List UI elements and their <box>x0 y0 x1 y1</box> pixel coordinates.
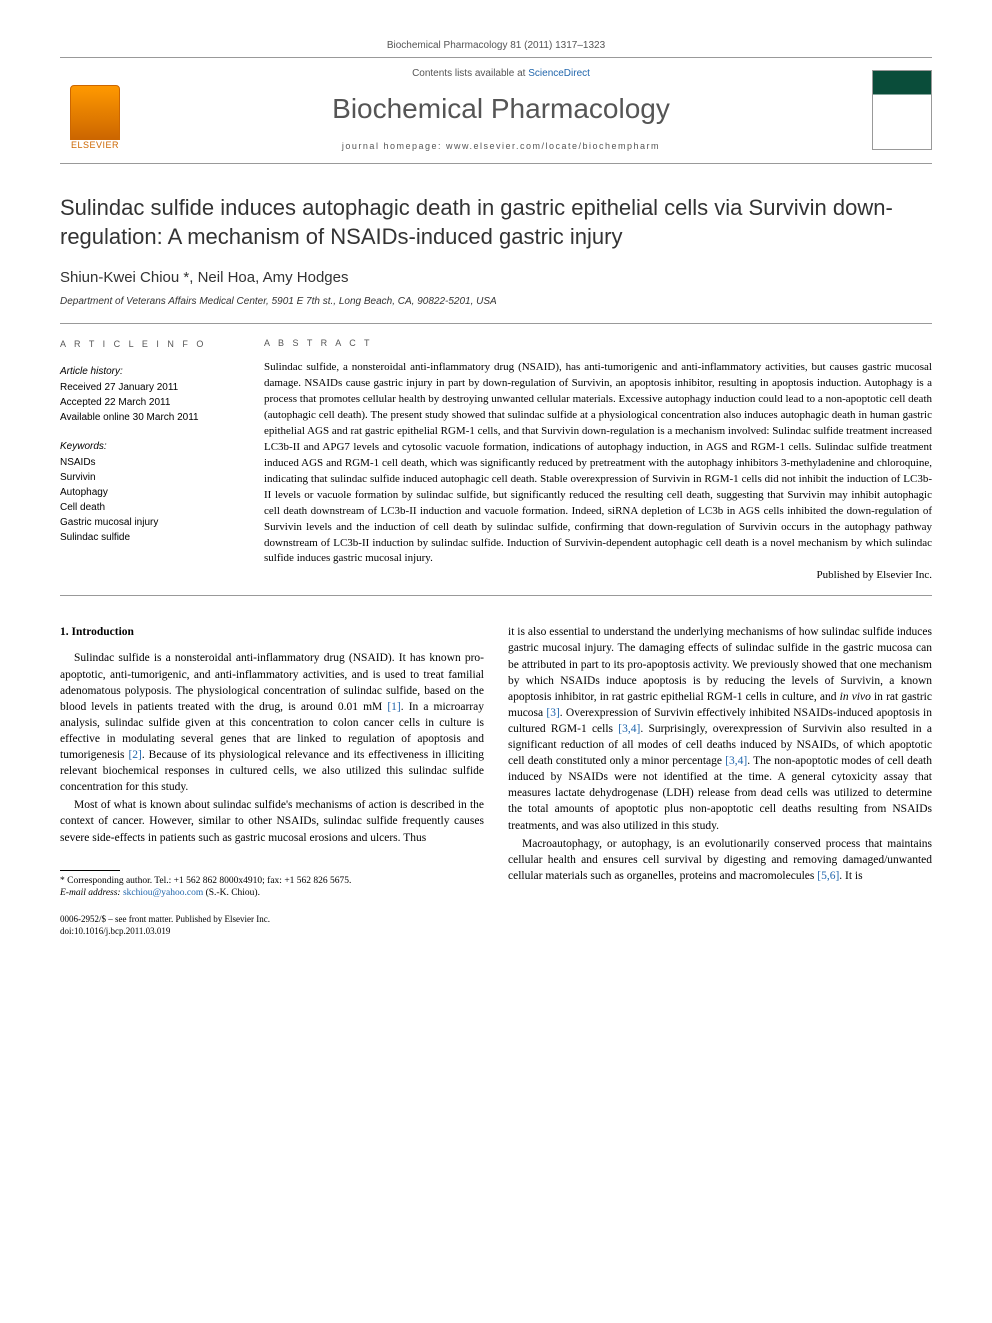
corr-author-line: * Corresponding author. Tel.: +1 562 862… <box>60 875 484 888</box>
journal-cover-thumbnail <box>872 70 932 150</box>
body-column-left: 1. Introduction Sulindac sulfide is a no… <box>60 624 484 937</box>
homepage-url[interactable]: www.elsevier.com/locate/biochempharm <box>446 141 660 151</box>
contents-available-line: Contents lists available at ScienceDirec… <box>130 68 872 79</box>
keywords-block: Keywords: NSAIDs Survivin Autophagy Cell… <box>60 439 236 545</box>
doi-line: doi:10.1016/j.bcp.2011.03.019 <box>60 926 484 938</box>
body-paragraph: Macroautophagy, or autophagy, is an evol… <box>508 836 932 884</box>
keyword: Autophagy <box>60 485 236 500</box>
body-paragraph: Most of what is known about sulindac sul… <box>60 797 484 845</box>
keywords-label: Keywords: <box>60 439 236 454</box>
elsevier-label: ELSEVIER <box>71 140 119 150</box>
ref-link[interactable]: [3] <box>546 707 559 719</box>
contents-prefix: Contents lists available at <box>412 68 528 79</box>
footnote-rule <box>60 870 120 871</box>
journal-homepage-line: journal homepage: www.elsevier.com/locat… <box>130 141 872 151</box>
body-paragraph: Sulindac sulfide is a nonsteroidal anti-… <box>60 650 484 795</box>
footer-meta: 0006-2952/$ – see front matter. Publishe… <box>60 914 484 937</box>
keyword: NSAIDs <box>60 455 236 470</box>
affiliation: Department of Veterans Affairs Medical C… <box>60 296 932 307</box>
corresponding-author-footnote: * Corresponding author. Tel.: +1 562 862… <box>60 875 484 901</box>
accepted-date: Accepted 22 March 2011 <box>60 395 236 410</box>
journal-header: ELSEVIER Contents lists available at Sci… <box>60 57 932 164</box>
ref-link[interactable]: [2] <box>128 749 141 761</box>
homepage-prefix: journal homepage: <box>342 141 446 151</box>
info-abstract-section: A R T I C L E I N F O Article history: R… <box>60 323 932 596</box>
article-history-block: Article history: Received 27 January 201… <box>60 364 236 425</box>
keyword: Survivin <box>60 470 236 485</box>
abstract-text: Sulindac sulfide, a nonsteroidal anti-in… <box>264 360 932 567</box>
abstract-column: A B S T R A C T Sulindac sulfide, a nons… <box>250 324 932 595</box>
history-label: Article history: <box>60 364 236 379</box>
keyword: Sulindac sulfide <box>60 530 236 545</box>
article-info-heading: A R T I C L E I N F O <box>60 338 236 352</box>
keyword: Cell death <box>60 500 236 515</box>
keyword: Gastric mucosal injury <box>60 515 236 530</box>
section-heading-introduction: 1. Introduction <box>60 624 484 640</box>
elsevier-logo: ELSEVIER <box>60 70 130 150</box>
article-title: Sulindac sulfide induces autophagic deat… <box>60 194 932 251</box>
ref-link[interactable]: [1] <box>387 701 400 713</box>
elsevier-tree-icon <box>70 85 120 140</box>
issn-line: 0006-2952/$ – see front matter. Publishe… <box>60 914 484 926</box>
abstract-heading: A B S T R A C T <box>264 338 932 348</box>
journal-reference-line: Biochemical Pharmacology 81 (2011) 1317–… <box>60 40 932 51</box>
email-line: E-mail address: skchiou@yahoo.com (S.-K.… <box>60 887 484 900</box>
journal-name: Biochemical Pharmacology <box>130 93 872 125</box>
received-date: Received 27 January 2011 <box>60 380 236 395</box>
online-date: Available online 30 March 2011 <box>60 410 236 425</box>
ref-link[interactable]: [3,4] <box>618 723 640 735</box>
email-link[interactable]: skchiou@yahoo.com <box>123 888 203 898</box>
body-column-right: it is also essential to understand the u… <box>508 624 932 937</box>
body-text: 1. Introduction Sulindac sulfide is a no… <box>60 624 932 937</box>
article-info-column: A R T I C L E I N F O Article history: R… <box>60 324 250 595</box>
email-suffix: (S.-K. Chiou). <box>203 888 260 898</box>
sciencedirect-link[interactable]: ScienceDirect <box>528 68 590 79</box>
abstract-publisher: Published by Elsevier Inc. <box>264 569 932 581</box>
authors-line: Shiun-Kwei Chiou *, Neil Hoa, Amy Hodges <box>60 269 932 286</box>
ref-link[interactable]: [3,4] <box>725 755 747 767</box>
email-label: E-mail address: <box>60 888 123 898</box>
body-paragraph: it is also essential to understand the u… <box>508 624 932 833</box>
ref-link[interactable]: [5,6] <box>817 870 839 882</box>
